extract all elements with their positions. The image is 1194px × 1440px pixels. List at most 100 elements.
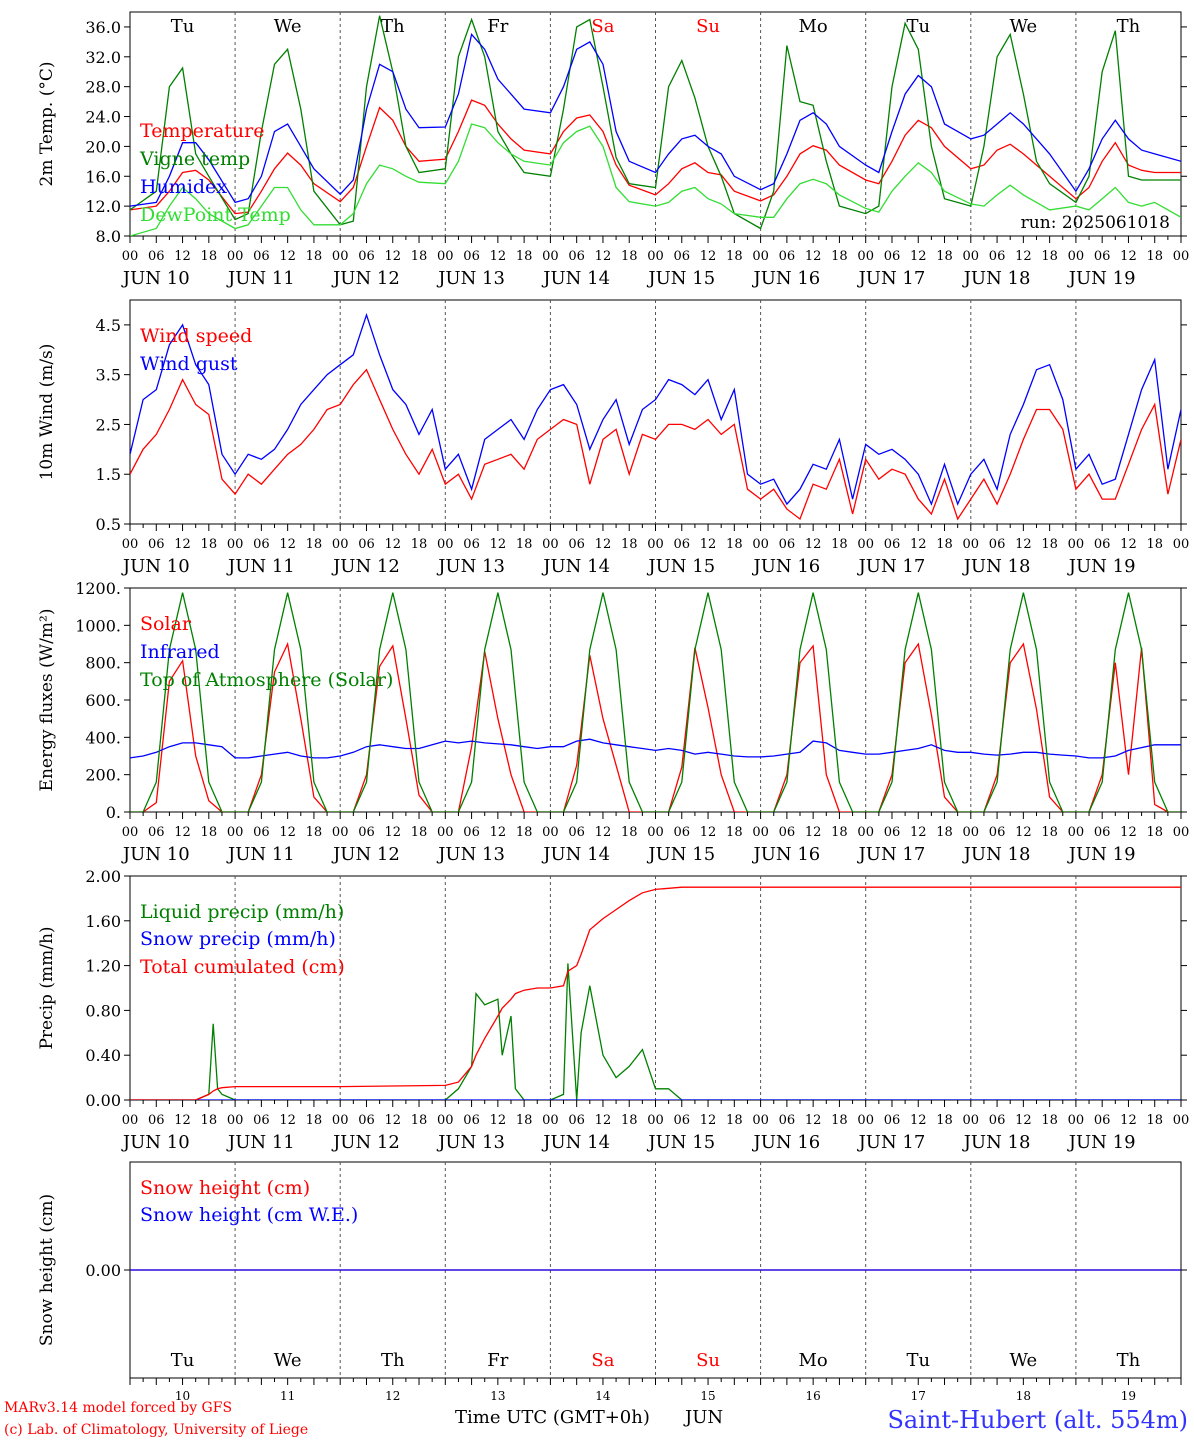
x-date-label: JUN 12 [331,268,400,289]
x-hour-label: 06 [884,249,901,264]
x-date-label: JUN 16 [751,844,820,865]
day-of-week-label: Sa [591,1350,614,1371]
x-hour-label: 12 [805,537,822,552]
x-hour-label: 06 [989,825,1006,840]
x-hour-label: 18 [831,825,848,840]
x-hour-label: 06 [779,249,796,264]
x-hour-label: 18 [306,537,323,552]
x-date-label: JUN 11 [226,1132,295,1153]
x-hour-label: 12 [805,1113,822,1128]
x-hour-label: 06 [253,825,270,840]
footer: MARv3.14 model forced by GFS (c) Lab. of… [4,1400,1188,1438]
x-hour-label: 00 [542,537,559,552]
x-hour-label: 06 [463,537,480,552]
day-of-week-label: Tu [906,16,930,37]
x-hour-label: 06 [463,1113,480,1128]
x-hour-label: 12 [805,249,822,264]
x-hour-label: 00 [332,825,349,840]
x-hour-label: 00 [963,825,980,840]
x-hour-label: 18 [411,537,428,552]
y-tick-label: 24.0 [85,108,121,127]
x-hour-label: 06 [989,1113,1006,1128]
x-hour-label: 00 [332,537,349,552]
legend-vigne-temp: Vigne temp [139,148,250,170]
x-hour-label: 00 [752,1113,769,1128]
x-hour-label: 00 [227,249,244,264]
x-hour-label: 06 [463,249,480,264]
x-date-label: JUN 11 [226,268,295,289]
x-date-label: JUN 19 [1067,268,1136,289]
x-hour-label: 00 [437,249,454,264]
x-date-label: JUN 13 [436,556,505,577]
x-hour-label: 18 [1041,1113,1058,1128]
y-tick-label: 12.0 [85,197,121,216]
legend-wind-gust: Wind gust [140,353,238,375]
x-hour-label: 00 [647,1113,664,1128]
x-hour-label: 12 [910,825,927,840]
x-hour-label: 00 [647,825,664,840]
x-hour-label: 18 [1146,537,1163,552]
x-hour-label: 06 [253,1113,270,1128]
x-hour-label: 00 [542,1113,559,1128]
x-date-label: JUN 14 [541,844,610,865]
day-number-label: 13 [490,1389,505,1403]
panels: 8.0 12.0 16.0 20.0 24.0 28.0 32.0 36.0 2m Temp. … [37,11,1190,1403]
x-hour-label: 12 [1120,825,1137,840]
month-label: JUN [683,1407,723,1428]
run-label: run: 2025061018 [1021,213,1170,233]
day-of-week-label: We [274,1350,302,1371]
x-hour-label: 12 [490,537,507,552]
x-hour-label: 06 [148,825,165,840]
x-hour-label: 18 [1146,1113,1163,1128]
y-axis-label: Snow height (cm) [37,1194,57,1346]
y-tick-label: 1.5 [96,465,121,484]
x-hour-label: 18 [411,825,428,840]
x-hour-label: 12 [1015,1113,1032,1128]
day-of-week-label: Su [696,1350,720,1371]
x-hour-label: 06 [568,825,585,840]
x-hour-label: 00 [542,249,559,264]
x-hour-label: 12 [1015,825,1032,840]
y-tick-label: 8.0 [96,227,121,246]
x-date-label: JUN 17 [857,1132,926,1153]
x-hour-label: 06 [1094,825,1111,840]
day-of-week-label: Tu [171,16,195,37]
y-tick-label: 0.00 [85,1091,121,1110]
y-tick-label: 0.40 [85,1046,121,1065]
x-hour-label: 00 [963,1113,980,1128]
x-hour-label: 12 [1015,537,1032,552]
y-tick-label: 800. [85,654,121,673]
legend-wind-speed: Wind speed [140,325,252,347]
x-hour-label: 18 [936,537,953,552]
day-of-week-label: Tu [906,1350,930,1371]
panel-1: 8.0 12.0 16.0 20.0 24.0 28.0 32.0 36.0 2m Temp. … [37,11,1189,289]
x-date-label: JUN 18 [962,268,1031,289]
y-tick-label: 28.0 [85,78,121,97]
x-hour-label: 00 [963,249,980,264]
x-hour-label: 12 [595,825,612,840]
y-tick-label: 0. [106,803,121,822]
x-hour-label: 12 [595,249,612,264]
y-axis-label: 10m Wind (m/s) [37,344,57,481]
x-hour-label: 12 [595,537,612,552]
x-hour-label: 18 [1041,537,1058,552]
x-hour-label: 00 [1173,537,1190,552]
x-hour-label: 12 [700,537,717,552]
x-hour-label: 18 [201,1113,218,1128]
day-of-week-label: Th [381,1350,405,1371]
x-hour-label: 00 [647,537,664,552]
y-axis-label: Precip (mm/h) [37,926,57,1049]
x-hour-label: 18 [306,1113,323,1128]
y-tick-label: 1.20 [85,957,121,976]
x-date-label: JUN 10 [121,1132,190,1153]
y-tick-label: 0.80 [85,1001,121,1020]
x-hour-label: 12 [910,249,927,264]
day-number-label: 18 [1016,1389,1031,1403]
x-hour-label: 06 [358,1113,375,1128]
x-hour-label: 00 [963,537,980,552]
x-date-label: JUN 12 [331,556,400,577]
day-of-week-label: Th [381,16,405,37]
x-hour-label: 12 [174,1113,191,1128]
x-hour-label: 18 [831,249,848,264]
x-hour-label: 06 [674,1113,691,1128]
